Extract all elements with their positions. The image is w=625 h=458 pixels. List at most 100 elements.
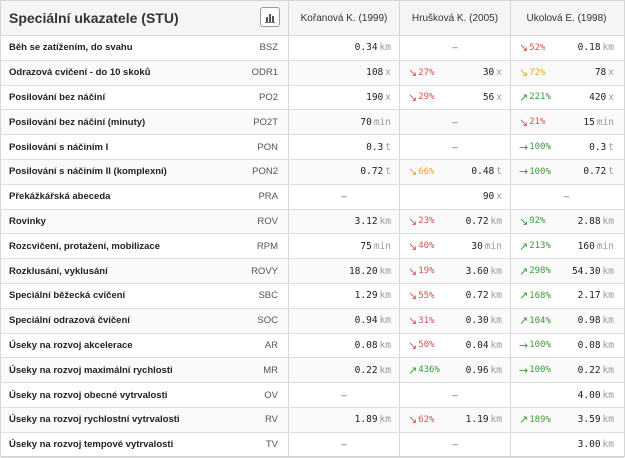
column-header[interactable]: Ukolová E. (1998) [526, 12, 607, 24]
value-unit: t [496, 166, 502, 178]
value-cell: – [400, 110, 511, 135]
value-cell: ↗ 298% 54.30 km [511, 259, 622, 283]
table-row[interactable]: Rozklusání, vyklusání ROVY 18.20 km ↘ 19% 3.60… [1, 259, 624, 284]
value-unit: x [385, 91, 391, 103]
value-unit: km [379, 315, 391, 327]
value-unit: km [602, 215, 614, 227]
metric-name: Rovinky [9, 215, 46, 227]
metric-name: Posilování bez náčiní (minuty) [9, 116, 146, 128]
arrow-up-right-icon: ↗ [408, 363, 418, 377]
trend-percent: 72% [529, 67, 546, 78]
trend-percent: 221% [529, 92, 551, 103]
trend-indicator: ↗ 189% [519, 413, 551, 426]
value-number: 0.22 [354, 364, 378, 376]
value-cell: ↘ 27% 30 x [400, 60, 511, 85]
metric-code: PON2 [229, 159, 289, 184]
value-cell: 3.00 km [511, 433, 622, 457]
metric-name: Úseky na rozvoj maximální rychlosti [9, 364, 173, 376]
table-row[interactable]: Úseky na rozvoj rychlostní vytrvalosti RV… [1, 407, 624, 433]
metric-name: Posilování s náčiním II (komplexní) [9, 166, 167, 178]
metric-code: SOC [229, 308, 289, 333]
value-cell: 0.94 km [289, 308, 400, 333]
metric-code: PO2T [229, 110, 289, 135]
value-unit: km [602, 414, 614, 426]
value-cell: 75 min [289, 234, 400, 259]
trend-percent: 62% [418, 414, 435, 425]
value: 18.20 km [349, 266, 391, 277]
value-unit: t [385, 166, 391, 178]
table-row[interactable]: Posilování bez náčiní PO2 190 x ↘ 29% 56 x ↗ 221%… [1, 85, 624, 111]
value-cell: ↘ 19% 3.60 km [400, 259, 511, 283]
value-unit: km [490, 339, 502, 351]
table-row[interactable]: Odrazová cvičení - do 10 skoků ODR1 108 x ↘ 2… [1, 60, 624, 86]
value: 3.59 km [578, 414, 614, 425]
value-number: 70 [360, 116, 372, 128]
trend-indicator: ↘ 72% [519, 66, 545, 79]
value-unit: km [379, 215, 391, 227]
arrow-up-right-icon: ↗ [519, 90, 529, 104]
value-number: 108 [366, 67, 384, 79]
table-row[interactable]: Úseky na rozvoj tempové vytrvalosti TV – – 3… [1, 432, 624, 458]
metric-name: Rozklusání, vyklusání [9, 265, 108, 277]
value-cell: 18.20 km [289, 259, 400, 283]
table-row[interactable]: Speciální odrazová čvičení SOC 0.94 km ↘ 31% 0… [1, 308, 624, 334]
value-cell: ↗ 221% 420 x [511, 86, 622, 110]
value-number: 0.08 [354, 339, 378, 351]
table-row[interactable]: Úseky na rozvoj obecné vytrvalosti OV – – 4.… [1, 383, 624, 408]
trend-indicator: ↘ 50% [408, 339, 434, 352]
trend-indicator: ↘ 23% [408, 215, 434, 228]
value: 0.48 t [471, 166, 502, 177]
value-unit: km [490, 290, 502, 302]
value-number: 4.00 [577, 389, 601, 401]
trend-indicator: ↗ 298% [519, 265, 551, 278]
trend-percent: 23% [418, 216, 435, 227]
metric-code: ROVY [229, 259, 289, 283]
chart-view-button[interactable] [260, 7, 280, 27]
trend-indicator: → 100% [519, 141, 551, 154]
table-row[interactable]: Překážkářská abeceda PRA – 90 x – [1, 184, 624, 210]
value-number: 1.29 [354, 290, 378, 302]
title-cell: Speciální ukazatele (STU) [1, 1, 289, 35]
table-row[interactable]: Běh se zatížením, do svahu BSZ 0.34 km – ↘ 52%… [1, 36, 624, 61]
arrow-down-right-icon: ↘ [408, 314, 418, 328]
table-row[interactable]: Rozcvičení, protažení, mobilizace RPM 75 mi… [1, 234, 624, 260]
trend-percent: 168% [529, 290, 551, 301]
value-cell: ↘ 40% 30 min [400, 234, 511, 259]
arrow-right-icon: → [519, 140, 529, 154]
value-unit: km [490, 414, 502, 426]
value-number: 1.89 [354, 414, 378, 426]
value: 30 min [471, 241, 502, 252]
column-header[interactable]: Kořanová K. (1999) [289, 1, 400, 35]
metric-code: BSZ [229, 36, 289, 60]
value-cell: → 100% 0.72 t [511, 160, 622, 184]
value-unit: km [379, 414, 391, 426]
table-row[interactable]: Posilování bez náčiní (minuty) PO2T 70 min –… [1, 110, 624, 136]
table-row[interactable]: Posilování s náčiním II (komplexní) PON2 0… [1, 159, 624, 185]
trend-percent: 55% [418, 290, 435, 301]
table-row[interactable]: Rovinky ROV 3.12 km ↘ 23% 0.72 km ↘ 92% 2.88 km [1, 209, 624, 235]
value-unit: x [608, 67, 614, 79]
trend-percent: 19% [418, 266, 435, 277]
empty-value: – [452, 116, 458, 128]
arrow-down-right-icon: ↘ [519, 214, 529, 228]
empty-value: – [452, 389, 458, 401]
column-header[interactable]: Hrušková K. (2005) [400, 1, 511, 35]
value-number: 0.3 [366, 141, 384, 153]
table-row[interactable]: Úseky na rozvoj akcelerace AR 0.08 km ↘ 50% 0.… [1, 333, 624, 359]
value-cell: ↘ 52% 0.18 km [511, 36, 622, 60]
arrow-down-right-icon: ↘ [408, 90, 418, 104]
metric-code: TV [229, 432, 289, 457]
value-number: 190 [366, 91, 384, 103]
trend-percent: 27% [418, 67, 435, 78]
arrow-right-icon: → [519, 165, 529, 179]
trend-indicator: ↘ 19% [408, 265, 434, 278]
value-number: 0.08 [577, 339, 601, 351]
table-row[interactable]: Úseky na rozvoj maximální rychlosti MR 0.2… [1, 358, 624, 384]
table-row[interactable]: Speciální běžecká cvičení SBC 1.29 km ↘ 55% 0.… [1, 283, 624, 309]
value-unit: min [484, 240, 502, 252]
trend-percent: 92% [529, 216, 546, 227]
value-number: 3.12 [354, 215, 378, 227]
value-number: 0.18 [577, 42, 601, 54]
arrow-down-right-icon: ↘ [408, 66, 418, 80]
table-row[interactable]: Posilování s náčiním I PON 0.3 t – → 100% 0.3 t [1, 135, 624, 160]
